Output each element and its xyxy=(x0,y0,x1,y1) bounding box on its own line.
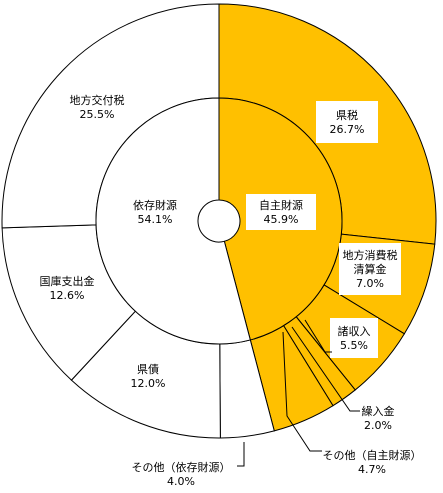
label-national-treasury-text: 国庫支出金 xyxy=(40,274,95,288)
leader-transfers xyxy=(291,326,360,412)
leader-misc-income xyxy=(304,319,332,353)
label-dependent-revenue-text: 依存財源 xyxy=(133,198,177,212)
label-other-own-text: その他（自主財源） xyxy=(323,448,422,462)
label-local-consumption-tax-bg xyxy=(339,243,401,295)
label-local-allocation-tax-percent: 25.5% xyxy=(80,108,115,121)
label-dependent-revenue-percent: 54.1% xyxy=(138,213,173,226)
leader-other-dependent xyxy=(237,442,245,467)
label-other-own: その他（自主財源）4.7% xyxy=(323,448,422,476)
label-transfers-text: 繰入金 xyxy=(362,404,395,418)
label-prefectural-tax-bg xyxy=(316,101,378,143)
inner-slice-2 xyxy=(95,97,251,345)
label-own-revenue-bg xyxy=(246,194,316,230)
label-own-revenue-text: 自主財源 xyxy=(259,198,303,212)
label-transfers-percent: 2.0% xyxy=(364,419,392,432)
label-other-dependent-percent: 4.0% xyxy=(167,475,195,488)
label-other-own-percent: 4.7% xyxy=(358,463,386,476)
label-prefectural-bonds-text: 県債 xyxy=(137,362,159,376)
label-national-treasury-percent: 12.6% xyxy=(50,289,85,302)
label-prefectural-tax-percent: 26.7% xyxy=(330,123,365,136)
label-misc-income-percent: 5.5% xyxy=(340,339,368,352)
label-prefectural-bonds-percent: 12.0% xyxy=(131,377,166,390)
label-local-consumption-tax-percent: 7.0% xyxy=(356,277,384,290)
label-local-consumption-tax-text: 地方消費税 xyxy=(343,248,398,262)
label-prefectural-tax-text: 県税 xyxy=(336,108,358,122)
label-local-consumption-tax-text: 清算金 xyxy=(354,262,387,276)
label-other-dependent-text: その他（依存財源） xyxy=(132,460,231,474)
label-misc-income-text: 諸収入 xyxy=(338,324,371,338)
label-misc-income-bg xyxy=(330,318,378,358)
leader-other-own xyxy=(282,331,322,452)
label-own-revenue-percent: 45.9% xyxy=(264,213,299,226)
label-local-allocation-tax-text: 地方交付税 xyxy=(70,93,125,107)
label-other-dependent: その他（依存財源）4.0% xyxy=(132,460,231,488)
